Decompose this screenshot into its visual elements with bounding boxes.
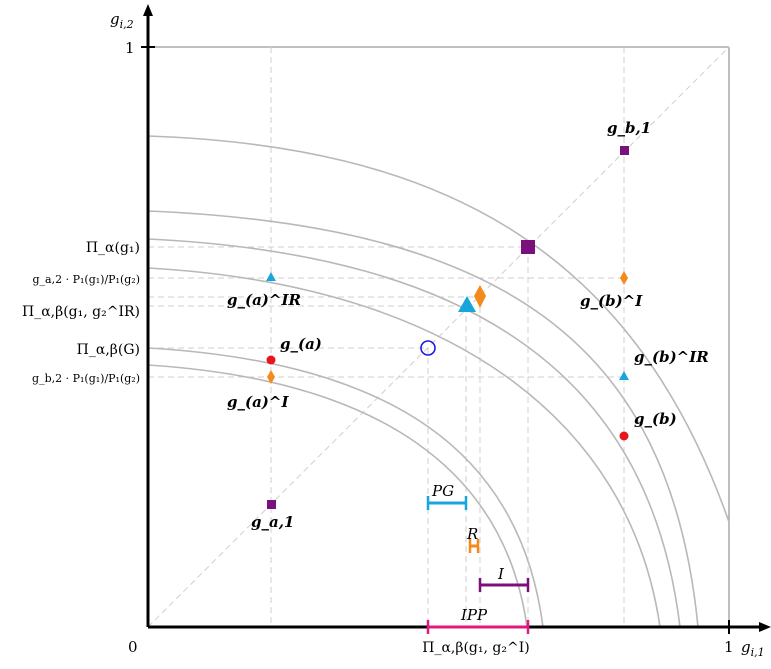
ytick-gb2-ratio: g_b,2 · P₁(g₁)/P₁(g₂): [32, 372, 140, 385]
interval-r: R: [466, 525, 480, 553]
interval-i: I: [478, 565, 530, 592]
interval-i-label: I: [497, 565, 505, 583]
y-axis-label: gi,2: [110, 10, 134, 31]
x-one-label: 1: [724, 638, 734, 656]
level-curves: [147, 135, 730, 628]
marker-ir-triangle: [458, 296, 476, 312]
ytick-pi-alpha: Π_α(g₁): [86, 240, 140, 256]
interval-r-label: R: [466, 525, 478, 543]
ytick-pi-ab-G: Π_α,β(G): [77, 342, 140, 358]
marker-gb-dot: [619, 431, 629, 441]
marker-ga-ir-triangle: [266, 272, 276, 281]
origin-label: 0: [128, 638, 138, 656]
level-curve-1: [147, 135, 730, 523]
guide-lines: [148, 47, 625, 627]
level-curve-2: [147, 210, 699, 628]
label-g-a-i: g_(a)^I: [227, 393, 289, 411]
level-curve-5: [147, 347, 544, 628]
marker-G-circle: [420, 340, 436, 356]
marker-ga-i-diamond: [267, 370, 275, 384]
interval-pg: PG: [426, 482, 468, 510]
x-axis-label: gi,1: [741, 638, 765, 659]
ytick-pi-ab-ir: Π_α,β(g₁, g₂^IR): [22, 304, 140, 320]
level-curve-4: [147, 267, 661, 628]
level-curve-6: [147, 364, 528, 628]
y-axis-arrow: [143, 4, 153, 16]
unit-box: [148, 46, 730, 627]
label-g-b-ir: g_(b)^IR: [634, 348, 709, 366]
marker-gb-ir-triangle: [619, 371, 629, 380]
level-curve-3: [147, 238, 681, 628]
interval-ipp-label: IPP: [460, 606, 488, 624]
y-one-label: 1: [125, 39, 135, 57]
marker-ga1-square: [267, 500, 276, 509]
label-g-a: g_(a): [280, 335, 322, 353]
x-axis-arrow: [759, 622, 771, 632]
xtick-pi-ab-i: Π_α,β(g₁, g₂^I): [422, 640, 529, 656]
label-g-a1: g_a,1: [251, 513, 294, 531]
marker-gb1-square: [620, 146, 629, 155]
label-g-b1: g_b,1: [607, 119, 651, 137]
label-g-a-ir: g_(a)^IR: [227, 291, 301, 309]
ytick-ga2-ratio: g_a,2 · P₁(g₁)/P₁(g₂): [33, 273, 140, 286]
marker-ga-dot: [266, 355, 276, 365]
marker-i-diamond: [474, 285, 486, 308]
marker-alpha-square: [521, 240, 535, 254]
label-g-b-i: g_(b)^I: [580, 292, 643, 310]
markers: [266, 146, 629, 509]
label-g-b: g_(b): [634, 410, 677, 428]
interval-ipp: IPP: [426, 606, 530, 634]
interval-pg-label: PG: [431, 482, 454, 500]
marker-gb-i-diamond: [620, 271, 628, 285]
point-labels: g_b,1 g_a,1 g_(a) g_(b) g_(a)^IR g_(b)^I…: [227, 119, 709, 531]
y-tick-labels: Π_α(g₁) g_a,2 · P₁(g₁)/P₁(g₂) Π_α,β(g₁, …: [22, 240, 140, 385]
